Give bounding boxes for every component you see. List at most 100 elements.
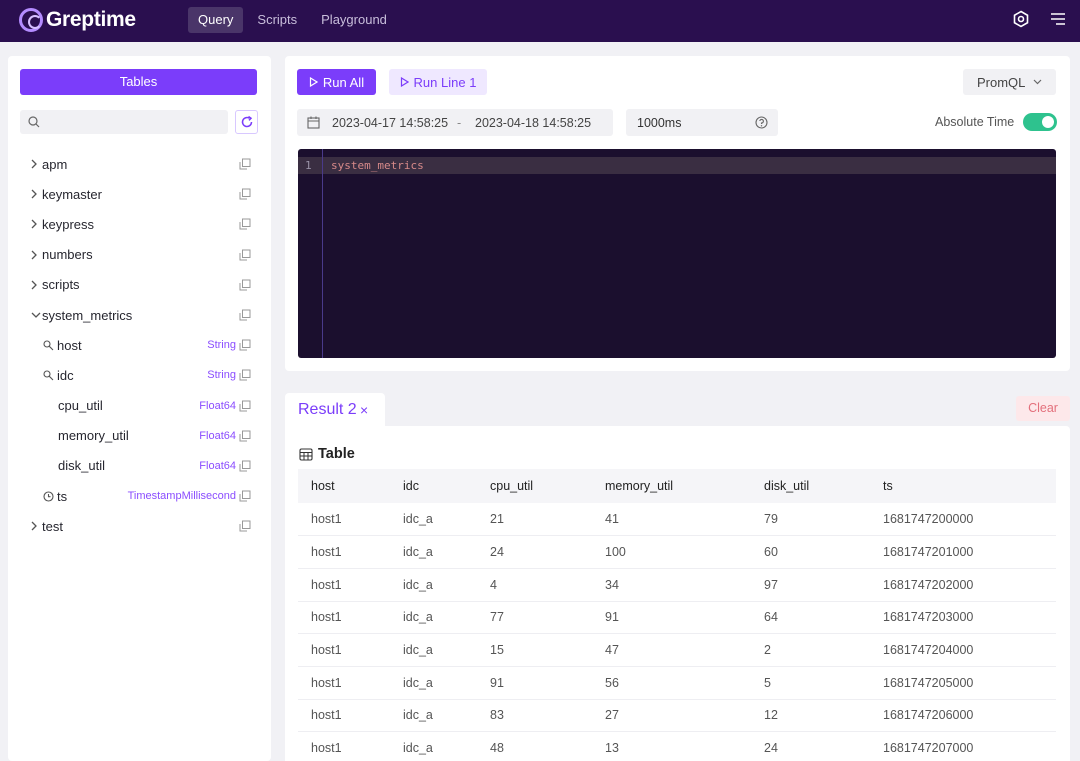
column-item-memory-util[interactable]: memory_util Float64 — [8, 421, 271, 451]
column-item-disk-util[interactable]: disk_util Float64 — [8, 451, 271, 481]
copy-icon[interactable] — [239, 369, 251, 381]
search-icon — [28, 116, 40, 128]
active-line-highlight — [298, 157, 1056, 174]
table-cell: 41 — [592, 503, 751, 537]
step-input[interactable]: 1000ms — [626, 109, 778, 136]
table-cell: idc_a — [390, 503, 477, 537]
tree-item-system-metrics[interactable]: system_metrics — [8, 300, 271, 330]
tables-button[interactable]: Tables — [20, 69, 257, 95]
column-header[interactable]: idc — [390, 469, 477, 503]
chevron-right-icon — [31, 189, 37, 199]
column-header[interactable]: ts — [870, 469, 1056, 503]
help-icon[interactable] — [755, 116, 768, 129]
result-tab[interactable]: Result 2 × — [285, 393, 385, 426]
step-value: 1000ms — [637, 116, 682, 130]
time-range-picker[interactable]: 2023-04-17 14:58:25 - 2023-04-18 14:58:2… — [297, 109, 613, 136]
table-cell: host1 — [298, 601, 390, 635]
column-name: ts — [57, 488, 68, 504]
table-cell: 1681747206000 — [870, 699, 1056, 733]
column-item-idc[interactable]: idc String — [8, 360, 271, 390]
copy-icon[interactable] — [239, 430, 251, 442]
column-name: disk_util — [58, 458, 105, 474]
copy-icon[interactable] — [239, 490, 251, 502]
table-search-input[interactable] — [44, 110, 224, 134]
app-name: Greptime — [46, 8, 136, 31]
table-cell: 13 — [592, 731, 751, 761]
table-row: host1 idc_a 21 41 79 1681747200000 — [298, 503, 1056, 537]
tree-item-label: system_metrics — [42, 307, 133, 323]
copy-icon[interactable] — [239, 249, 251, 261]
tree-item-test[interactable]: test — [8, 511, 271, 541]
query-language-select[interactable]: PromQL — [963, 69, 1056, 95]
copy-icon[interactable] — [239, 339, 251, 351]
refresh-button[interactable] — [235, 110, 258, 134]
copy-icon[interactable] — [239, 309, 251, 321]
range-separator: - — [457, 116, 462, 130]
nav-tab-query[interactable]: Query — [188, 7, 244, 33]
nav-tab-scripts[interactable]: Scripts — [257, 12, 298, 27]
table-cell: 24 — [751, 731, 870, 761]
absolute-time-label: Absolute Time — [935, 115, 1015, 129]
line-number: 1 — [305, 159, 312, 172]
run-all-button[interactable]: Run All — [297, 69, 376, 95]
top-bar: Greptime Query Scripts Playground — [0, 0, 1080, 42]
app-logo[interactable]: Greptime — [19, 8, 136, 32]
editor-code[interactable]: system_metrics — [331, 159, 424, 172]
copy-icon[interactable] — [239, 400, 251, 412]
table-cell: 27 — [592, 699, 751, 733]
table-cell: host1 — [298, 535, 390, 569]
table-cell: 24 — [477, 535, 592, 569]
tree-item-keymaster[interactable]: keymaster — [8, 179, 271, 209]
column-header[interactable]: cpu_util — [477, 469, 592, 503]
column-item-ts[interactable]: ts TimestampMillisecond — [8, 481, 271, 511]
table-row: host1 idc_a 15 47 2 1681747204000 — [298, 633, 1056, 667]
table-cell: 12 — [751, 699, 870, 733]
close-icon[interactable]: × — [360, 402, 369, 418]
table-cell: 91 — [592, 601, 751, 635]
table-cell: 91 — [477, 666, 592, 700]
copy-icon[interactable] — [239, 279, 251, 291]
code-editor[interactable]: 1 system_metrics — [298, 149, 1056, 358]
clear-button[interactable]: Clear — [1016, 396, 1070, 421]
table-cell: 56 — [592, 666, 751, 700]
column-item-host[interactable]: host String — [8, 330, 271, 360]
column-item-cpu-util[interactable]: cpu_util Float64 — [8, 391, 271, 421]
table-cell: 83 — [477, 699, 592, 733]
tree-item-scripts[interactable]: scripts — [8, 270, 271, 300]
column-header[interactable]: disk_util — [751, 469, 870, 503]
table-cell: 1681747201000 — [870, 535, 1056, 569]
tree-item-label: keymaster — [42, 186, 102, 202]
table-title-label: Table — [318, 446, 355, 462]
table-tree: apm keymaster keypress numbers scripts — [8, 149, 271, 541]
column-type: String — [207, 369, 236, 382]
copy-icon[interactable] — [239, 218, 251, 230]
key-icon — [43, 370, 54, 381]
settings-icon[interactable] — [1012, 10, 1030, 28]
copy-icon[interactable] — [239, 460, 251, 472]
run-line-button[interactable]: Run Line 1 — [389, 69, 487, 95]
table-cell: 21 — [477, 503, 592, 537]
table-cell: host1 — [298, 666, 390, 700]
tree-item-apm[interactable]: apm — [8, 149, 271, 179]
copy-icon[interactable] — [239, 158, 251, 170]
table-cell: 97 — [751, 568, 870, 602]
table-cell: idc_a — [390, 731, 477, 761]
nav-tab-playground[interactable]: Playground — [321, 12, 387, 27]
table-cell: 64 — [751, 601, 870, 635]
menu-icon[interactable] — [1050, 10, 1066, 28]
key-icon — [43, 340, 54, 351]
tree-item-keypress[interactable]: keypress — [8, 209, 271, 239]
column-type: Float64 — [199, 459, 236, 472]
copy-icon[interactable] — [239, 520, 251, 532]
copy-icon[interactable] — [239, 188, 251, 200]
column-header[interactable]: host — [298, 469, 390, 503]
table-cell: 1681747200000 — [870, 503, 1056, 537]
tree-item-label: keypress — [42, 216, 95, 232]
run-all-label: Run All — [322, 74, 365, 90]
table-row: host1 idc_a 4 34 97 1681747202000 — [298, 568, 1056, 602]
column-header[interactable]: memory_util — [592, 469, 751, 503]
tree-item-numbers[interactable]: numbers — [8, 240, 271, 270]
absolute-time-toggle[interactable] — [1023, 113, 1057, 131]
table-cell: host1 — [298, 731, 390, 761]
table-cell: 100 — [592, 535, 751, 569]
